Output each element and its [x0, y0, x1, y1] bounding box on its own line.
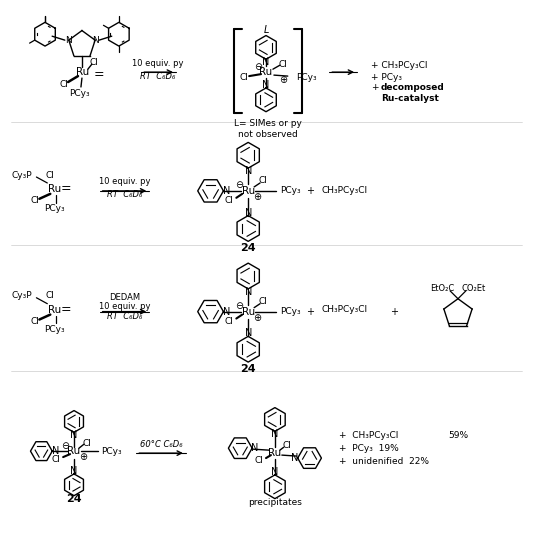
- Text: Cl: Cl: [51, 454, 60, 464]
- Text: ⊖: ⊖: [235, 180, 244, 190]
- Text: +  PCy₃  19%: + PCy₃ 19%: [339, 444, 399, 453]
- Text: Cl: Cl: [83, 439, 91, 448]
- Text: Ru: Ru: [241, 306, 255, 317]
- Text: Cl: Cl: [90, 58, 98, 67]
- Text: N: N: [271, 467, 279, 477]
- Text: N: N: [291, 453, 298, 463]
- Text: N: N: [262, 80, 270, 90]
- Text: N: N: [271, 430, 279, 439]
- Text: Ru: Ru: [241, 186, 255, 196]
- Text: 10 equiv. py: 10 equiv. py: [132, 59, 184, 68]
- Text: PCy₃: PCy₃: [69, 90, 90, 98]
- Text: Cy₃P: Cy₃P: [12, 292, 33, 300]
- Text: Cl: Cl: [282, 441, 291, 450]
- Text: ⊖: ⊖: [61, 441, 69, 451]
- Text: 59%: 59%: [448, 431, 468, 440]
- Text: Cl: Cl: [278, 60, 287, 69]
- Text: ⊖: ⊖: [235, 301, 244, 311]
- Text: N: N: [70, 430, 78, 441]
- Text: decomposed: decomposed: [381, 84, 445, 92]
- Text: N: N: [52, 446, 59, 456]
- Text: +  CH₃PCy₃Cl: + CH₃PCy₃Cl: [339, 431, 399, 440]
- Text: Cy₃P: Cy₃P: [12, 170, 33, 179]
- Text: N: N: [252, 443, 259, 453]
- Text: =: =: [93, 68, 104, 81]
- Text: CH₃PCy₃Cl: CH₃PCy₃Cl: [321, 305, 367, 314]
- Text: 10 equiv. py: 10 equiv. py: [99, 178, 150, 186]
- Text: 60°C C₆D₆: 60°C C₆D₆: [140, 439, 182, 449]
- Text: RT  C₆D₆: RT C₆D₆: [107, 312, 142, 321]
- Text: Ru: Ru: [76, 67, 90, 77]
- Text: EtO₂C: EtO₂C: [430, 284, 454, 293]
- Text: PCy₃: PCy₃: [280, 186, 301, 195]
- Text: N: N: [245, 166, 252, 176]
- Text: Cl: Cl: [240, 73, 249, 81]
- Text: ⊖: ⊖: [254, 62, 262, 72]
- Text: N: N: [245, 287, 252, 297]
- Text: Cl: Cl: [46, 292, 55, 300]
- Text: PCy₃: PCy₃: [296, 73, 316, 81]
- Text: + PCy₃: + PCy₃: [371, 73, 402, 81]
- Text: +: +: [305, 306, 313, 317]
- Text: PCy₃: PCy₃: [101, 447, 122, 455]
- Text: ⊕: ⊕: [253, 312, 261, 322]
- Text: N: N: [223, 306, 230, 317]
- Text: PCy₃: PCy₃: [44, 204, 64, 213]
- Text: Cl: Cl: [60, 80, 69, 89]
- Text: Cl: Cl: [46, 170, 55, 179]
- Text: Cl: Cl: [30, 196, 39, 205]
- Text: Cl: Cl: [254, 455, 263, 465]
- Text: N: N: [66, 36, 72, 45]
- Text: N: N: [92, 36, 99, 45]
- Text: Cl: Cl: [259, 297, 268, 306]
- Text: 24: 24: [66, 494, 82, 504]
- Text: Cl: Cl: [30, 317, 39, 326]
- Text: +  unidenified  22%: + unidenified 22%: [339, 456, 429, 465]
- Text: 24: 24: [240, 243, 256, 254]
- Text: CH₃PCy₃Cl: CH₃PCy₃Cl: [321, 186, 367, 195]
- Text: Ru: Ru: [47, 184, 61, 194]
- Text: DEDAM: DEDAM: [109, 293, 140, 303]
- Text: Cl: Cl: [259, 177, 268, 185]
- Text: N: N: [70, 466, 78, 476]
- Text: L= SIMes or py: L= SIMes or py: [234, 119, 302, 128]
- Text: +: +: [305, 186, 313, 196]
- Text: N: N: [245, 208, 252, 218]
- Text: Cl: Cl: [224, 317, 233, 326]
- Text: not observed: not observed: [238, 130, 298, 139]
- Text: RT  C₆D₆: RT C₆D₆: [141, 72, 176, 81]
- Text: PCy₃: PCy₃: [44, 325, 64, 334]
- Text: +: +: [371, 84, 378, 92]
- Text: PCy₃: PCy₃: [280, 307, 301, 316]
- Text: =: =: [61, 183, 71, 195]
- Text: RT  C₆D₆: RT C₆D₆: [107, 190, 142, 199]
- Text: 10 equiv. py: 10 equiv. py: [99, 302, 150, 311]
- Text: Ru: Ru: [67, 446, 80, 456]
- Text: 24: 24: [240, 364, 256, 374]
- Text: ⊕: ⊕: [79, 452, 87, 462]
- Text: precipitates: precipitates: [248, 498, 302, 507]
- Text: CO₂Et: CO₂Et: [462, 284, 486, 293]
- Text: =: =: [61, 303, 71, 316]
- Text: Ru-catalyst: Ru-catalyst: [381, 95, 439, 103]
- Text: N: N: [245, 328, 252, 338]
- Text: + CH₃PCy₃Cl: + CH₃PCy₃Cl: [371, 60, 427, 70]
- Text: Ru: Ru: [260, 67, 273, 77]
- Text: Cl: Cl: [224, 196, 233, 205]
- Text: +: +: [390, 306, 398, 317]
- Text: ⊕: ⊕: [253, 192, 261, 202]
- Text: ⊕: ⊕: [279, 75, 287, 85]
- Text: Ru: Ru: [268, 448, 281, 458]
- Text: Ru: Ru: [47, 305, 61, 315]
- Text: L: L: [263, 25, 269, 35]
- Text: N: N: [262, 57, 270, 67]
- Text: N: N: [223, 186, 230, 196]
